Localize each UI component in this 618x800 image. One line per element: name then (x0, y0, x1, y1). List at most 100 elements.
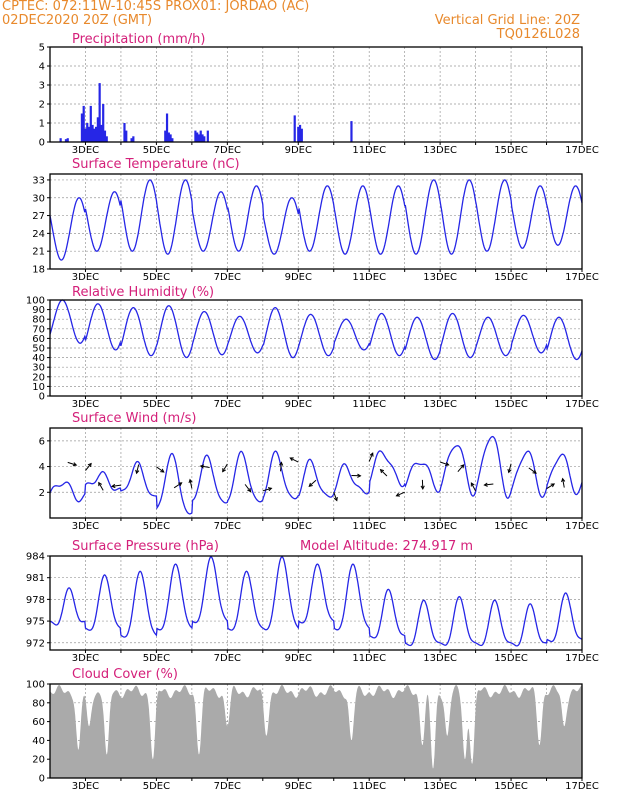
wind-arrowhead (460, 464, 465, 469)
x-tick-label: 7DEC (214, 145, 241, 156)
precip-bar (171, 138, 174, 142)
y-tick-label: 3 (39, 81, 45, 92)
series-line (49, 435, 583, 515)
precip-bar (98, 83, 101, 142)
wind-vector (308, 479, 317, 487)
x-tick-label: 9DEC (285, 145, 312, 156)
y-tick-label: 20 (32, 372, 45, 383)
wind-vector (262, 487, 272, 492)
x-tick-label: 15DEC (494, 272, 528, 283)
precip-bar (350, 121, 353, 142)
wind-vector (290, 457, 299, 463)
y-tick-label: 0 (39, 774, 45, 785)
precip-bar (103, 130, 107, 142)
x-tick-label: 7DEC (214, 653, 241, 664)
x-tick-label: 13DEC (423, 272, 457, 283)
wind-vector (333, 491, 338, 501)
x-tick-label: 9DEC (285, 272, 312, 283)
x-tick-label: 17DEC (565, 781, 599, 792)
precip-bar (100, 124, 103, 142)
precip-bar (82, 105, 85, 142)
y-tick-label: 5 (39, 43, 45, 54)
y-tick-label: 20 (32, 755, 45, 766)
wind-arrowhead (247, 487, 252, 493)
y-tick-label: 972 (26, 638, 45, 649)
x-tick-label: 13DEC (423, 781, 457, 792)
header-line1: CPTEC: 072:11W-10:45S PROX01: JORDAO (AC… (2, 0, 310, 14)
x-tick-label: 15DEC (494, 653, 528, 664)
plot-frame (49, 555, 583, 651)
precip-bar (86, 123, 89, 142)
y-tick-label: 24 (32, 229, 45, 240)
x-tick-label: 15DEC (494, 781, 528, 792)
wind-arrowhead (550, 483, 556, 488)
y-tick-label: 40 (32, 736, 45, 747)
precip-bar (87, 126, 91, 142)
precip-bar (66, 138, 69, 142)
header-line2: 02DEC2020 20Z (GMT) (2, 13, 153, 28)
x-tick-label: 3DEC (72, 145, 99, 156)
y-tick-label: 100 (26, 296, 45, 307)
wind-arrowhead (222, 468, 226, 473)
wind-arrowhead (308, 482, 313, 487)
x-tick-label: 11DEC (352, 399, 386, 410)
y-tick-label: 40 (32, 353, 45, 364)
wind-arrowhead (110, 483, 116, 489)
x-tick-label: 17DEC (565, 145, 599, 156)
wind-arrowhead (470, 482, 475, 487)
precip-bar (59, 138, 62, 142)
precip-bar (105, 136, 108, 142)
x-tick-label: 13DEC (423, 399, 457, 410)
x-tick-label: 11DEC (352, 781, 386, 792)
wind-arrowhead (199, 464, 205, 469)
wind-arrowhead (160, 468, 165, 473)
x-tick-label: 15DEC (494, 145, 528, 156)
y-tick-label: 90 (32, 305, 45, 316)
panel-title: Surface Pressure (hPa) (72, 539, 219, 554)
panel-3: 2 4 6 3DEC 5DEC 7DEC 9DEC 11DEC 13DEC 15DEC 17DEC S… (39, 411, 599, 532)
precip-bar (64, 139, 68, 142)
x-tick-label: 11DEC (352, 653, 386, 664)
y-tick-label: 27 (32, 211, 45, 222)
wind-vector (396, 491, 405, 497)
panel-title: Surface Temperature (nC) (72, 157, 240, 172)
y-tick-label: 0 (39, 392, 45, 403)
x-tick-label: 5DEC (143, 272, 170, 283)
precip-bar (197, 134, 201, 142)
wind-vector (156, 466, 165, 473)
wind-vector (244, 484, 251, 492)
wind-arrowhead (445, 461, 450, 466)
x-tick-label: 13DEC (423, 521, 457, 532)
x-tick-label: 5DEC (143, 399, 170, 410)
wind-arrowhead (279, 461, 284, 466)
wind-vector (508, 463, 512, 473)
wind-arrowhead (135, 469, 140, 475)
x-tick-label: 9DEC (285, 399, 312, 410)
y-tick-label: 18 (32, 265, 45, 276)
panel-annotation: Model Altitude: 274.917 m (300, 539, 473, 554)
wind-arrowhead (483, 482, 488, 487)
grid-note: Vertical Grid Line: 20Z (434, 13, 580, 28)
wind-arrowhead (379, 468, 385, 474)
precip-bar (203, 136, 206, 142)
precip-bar (93, 128, 96, 142)
wind-vector (528, 467, 537, 474)
wind-vector (189, 479, 193, 489)
precip-bar (125, 130, 128, 142)
y-tick-label: 30 (32, 363, 45, 374)
wind-vector (562, 478, 565, 488)
wind-arrowhead (72, 462, 78, 467)
y-tick-label: 100 (26, 680, 45, 691)
wind-vector (222, 463, 228, 472)
precip-bar (194, 130, 197, 142)
run-code: TQ0126L028 (496, 27, 580, 42)
x-tick-label: 3DEC (72, 781, 99, 792)
plot-frame (49, 46, 583, 143)
wind-vector (98, 482, 104, 491)
precip-bar (95, 126, 98, 142)
precip-bar (96, 117, 99, 142)
wind-vector (67, 461, 77, 466)
precip-bar (169, 134, 172, 142)
